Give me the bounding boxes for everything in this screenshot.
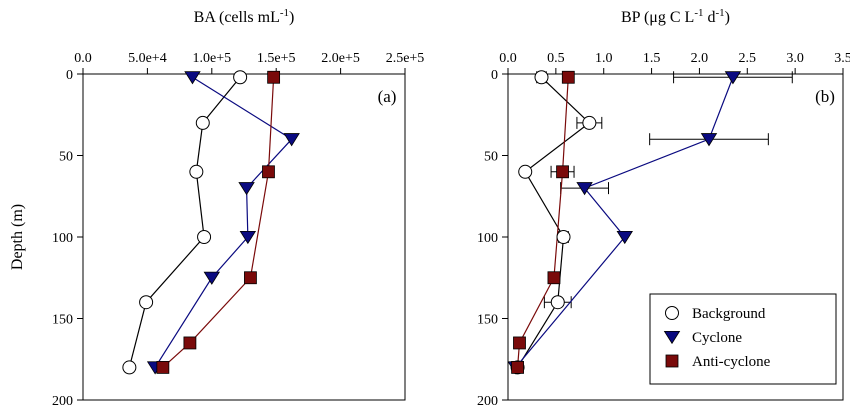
- data-point: [195, 115, 210, 130]
- x-tick-label: 3.5: [834, 51, 850, 66]
- x-axis-title-text: d: [704, 9, 716, 26]
- series-line: [162, 77, 275, 368]
- legend-marker: [663, 330, 681, 345]
- data-point: [239, 230, 257, 245]
- data-point: [122, 360, 137, 375]
- data-point: [724, 71, 742, 85]
- x-axis-title-text: ): [725, 9, 730, 26]
- y-tick-label: 150: [477, 313, 498, 328]
- series-line: [128, 76, 241, 368]
- legend-label: Cyclone: [692, 330, 742, 346]
- x-tick-label: 2.0: [691, 51, 709, 66]
- data-point: [550, 295, 565, 310]
- series-line: [154, 76, 293, 368]
- data-point: [283, 133, 300, 147]
- y-tick-label: 50: [484, 150, 498, 165]
- data-point: [700, 133, 718, 147]
- data-point: [513, 336, 526, 350]
- data-point: [547, 271, 561, 285]
- x-axis-title: BA (cells mL-1): [194, 7, 295, 26]
- data-point: [203, 271, 221, 285]
- y-tick-label: 0: [491, 68, 498, 83]
- data-point: [238, 182, 255, 196]
- x-tick-label: 2.0e+5: [321, 51, 360, 66]
- data-point: [197, 230, 212, 244]
- x-tick-label: 2.5e+5: [386, 51, 425, 66]
- x-tick-label: 1.5: [643, 51, 661, 66]
- data-point: [139, 295, 154, 310]
- x-tick-label: 3.0: [786, 51, 804, 66]
- data-point: [156, 360, 170, 374]
- data-point: [582, 115, 597, 130]
- data-point: [556, 165, 569, 179]
- x-axis-title-superscript: -1: [694, 7, 703, 19]
- legend-box: [649, 293, 837, 385]
- legend-label: Background: [692, 306, 766, 322]
- data-point: [616, 230, 633, 245]
- x-tick-label: 0.5: [547, 51, 565, 66]
- x-tick-label: 1.0: [595, 51, 613, 66]
- x-axis-title-text: BP (μg C L: [621, 9, 694, 26]
- data-point: [518, 164, 533, 179]
- legend-marker: [665, 306, 679, 320]
- y-tick-label: 150: [52, 313, 73, 328]
- x-tick-label: 1.5e+5: [257, 51, 296, 66]
- y-axis-title: Depth (m): [9, 204, 26, 270]
- x-axis-title-text: ): [289, 9, 294, 26]
- x-tick-label: 0.0: [74, 51, 92, 66]
- y-tick-label: 200: [52, 394, 73, 409]
- panel-tag: (b): [815, 87, 835, 106]
- panel-b: 0.0 0.5 1.0 1.5 2.0 2.5 3.0 3.5 0 50 100 150 200 BP (…: [477, 7, 850, 409]
- y-tick-label: 200: [477, 394, 498, 409]
- data-point: [267, 70, 281, 84]
- y-tick-label: 100: [52, 231, 73, 246]
- y-tick-label: 100: [477, 231, 498, 246]
- legend: Background Cyclone Anti-cyclone: [649, 293, 837, 385]
- y-tick-label: 50: [59, 150, 73, 165]
- panel-tag: (a): [378, 87, 397, 106]
- legend-marker: [665, 354, 679, 368]
- data-point: [556, 230, 571, 244]
- x-tick-label: 5.0e+4: [128, 51, 167, 66]
- data-point: [233, 70, 248, 85]
- x-tick-label: 0.0: [499, 51, 517, 66]
- data-point: [184, 71, 201, 85]
- series-line: [516, 77, 569, 368]
- data-point: [534, 70, 549, 85]
- data-point: [511, 360, 524, 374]
- panel-a: 0.0 5.0e+4 1.0e+5 1.5e+5 2.0e+5 2.5e+5 0 50 100 1…: [9, 7, 424, 409]
- x-axis-title: BP (μg C L-1 d-1): [621, 7, 730, 26]
- legend-label: Anti-cyclone: [692, 354, 771, 370]
- data-point: [576, 182, 593, 196]
- data-point: [244, 271, 257, 285]
- data-point: [189, 164, 204, 179]
- series-line: [517, 76, 591, 368]
- x-tick-label: 2.5: [739, 51, 757, 66]
- data-point: [183, 336, 197, 350]
- data-point: [262, 165, 275, 179]
- x-tick-label: 1.0e+5: [192, 51, 231, 66]
- x-axis-title-text: BA (cells mL: [194, 9, 280, 26]
- x-axis-title-superscript: -1: [716, 7, 725, 19]
- data-point: [561, 70, 575, 84]
- x-axis-title-superscript: -1: [280, 7, 289, 19]
- y-tick-label: 0: [66, 68, 73, 83]
